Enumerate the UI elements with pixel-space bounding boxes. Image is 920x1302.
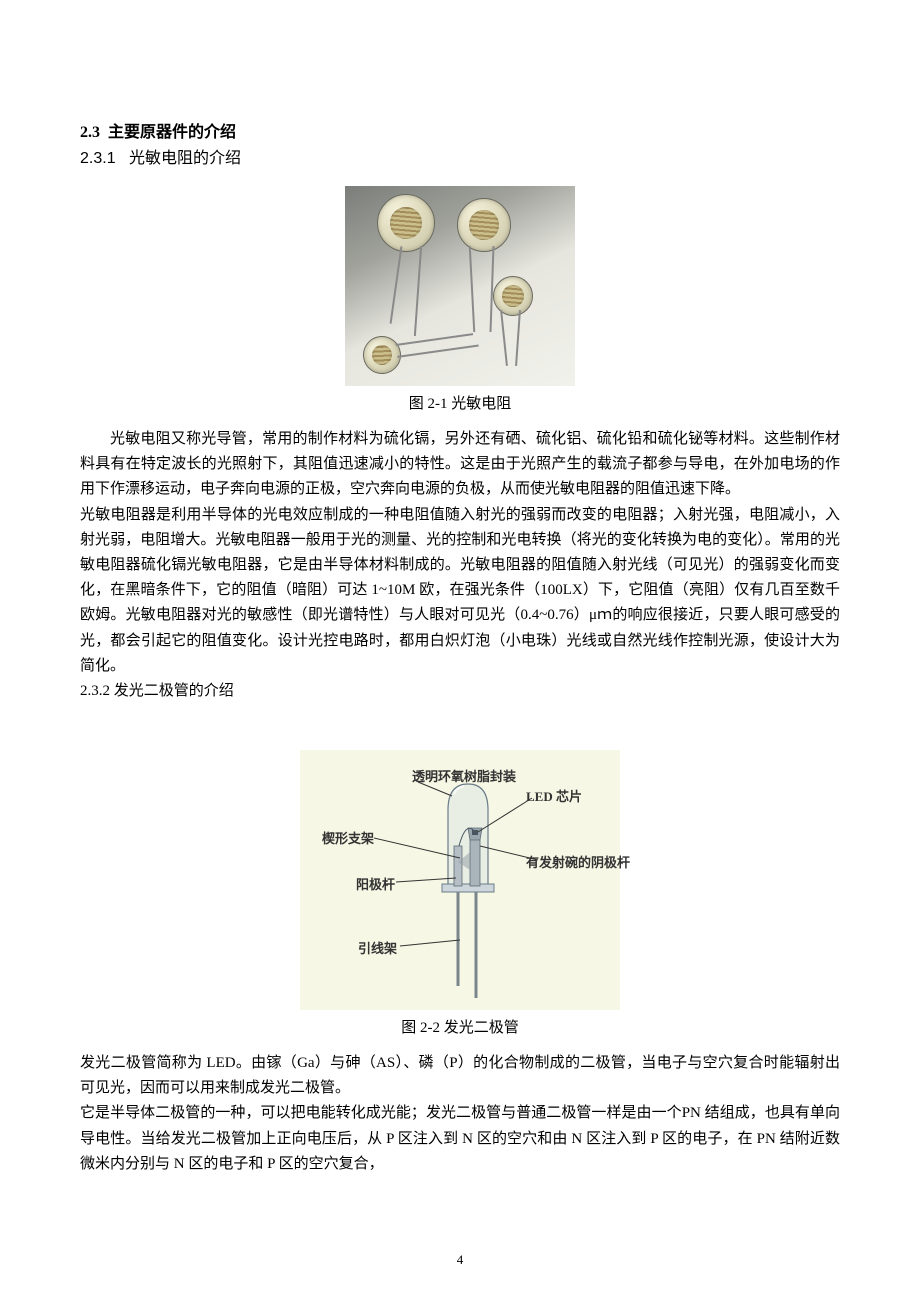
figure-2-label-top-left: 透明环氧树脂封装	[412, 766, 516, 785]
subsection-2-heading: 2.3.2 发光二极管的介绍	[80, 679, 840, 704]
subsection-title: 光敏电阻的介绍	[129, 150, 241, 167]
subsection-2-number: 2.3.2	[80, 683, 110, 699]
figure-2: 透明环氧树脂封装 LED 芯片 楔形支架 有发射碗的阴极杆 阳极杆 引线架	[80, 750, 840, 1010]
paragraph-3: 发光二极管简称为 LED。由镓（Ga）与砷（AS）、磷（P）的化合物制成的二极管…	[80, 1051, 840, 1101]
figure-2-label-anode: 阳极杆	[356, 874, 395, 893]
paragraph-4: 它是半导体二极管的一种，可以把电能转化成光能；发光二极管与普通二极管一样是由一个…	[80, 1101, 840, 1177]
paragraph-1: 光敏电阻又称光导管，常用的制作材料为硫化镉，另外还有硒、硫化铝、硫化铅和硫化铋等…	[80, 427, 840, 503]
subsection-2-title: 发光二极管的介绍	[114, 683, 234, 699]
section-heading: 2.3 主要原器件的介绍	[80, 118, 840, 142]
section-title: 主要原器件的介绍	[108, 124, 236, 141]
section-number: 2.3	[80, 124, 100, 141]
figure-1-caption: 图 2-1 光敏电阻	[80, 392, 840, 413]
figure-1-image	[345, 186, 575, 386]
subsection-number: 2.3.1	[80, 150, 116, 167]
figure-2-label-leadframe: 引线架	[358, 938, 397, 957]
figure-2-label-top-right: LED 芯片	[526, 786, 582, 805]
page: 2.3 主要原器件的介绍 2.3.1 光敏电阻的介绍	[0, 0, 920, 1302]
page-number: 4	[0, 1252, 920, 1268]
figure-2-label-mid-right: 有发射碗的阴极杆	[526, 852, 630, 871]
figure-1	[80, 186, 840, 386]
figure-2-caption: 图 2-2 发光二极管	[80, 1016, 840, 1037]
figure-2-image: 透明环氧树脂封装 LED 芯片 楔形支架 有发射碗的阴极杆 阳极杆 引线架	[300, 750, 620, 1010]
paragraph-2: 光敏电阻器是利用半导体的光电效应制成的一种电阻值随入射光的强弱而改变的电阻器；入…	[80, 503, 840, 679]
spacer	[80, 704, 840, 750]
subsection-heading: 2.3.1 光敏电阻的介绍	[80, 144, 840, 168]
figure-2-label-mid-left: 楔形支架	[322, 828, 374, 847]
